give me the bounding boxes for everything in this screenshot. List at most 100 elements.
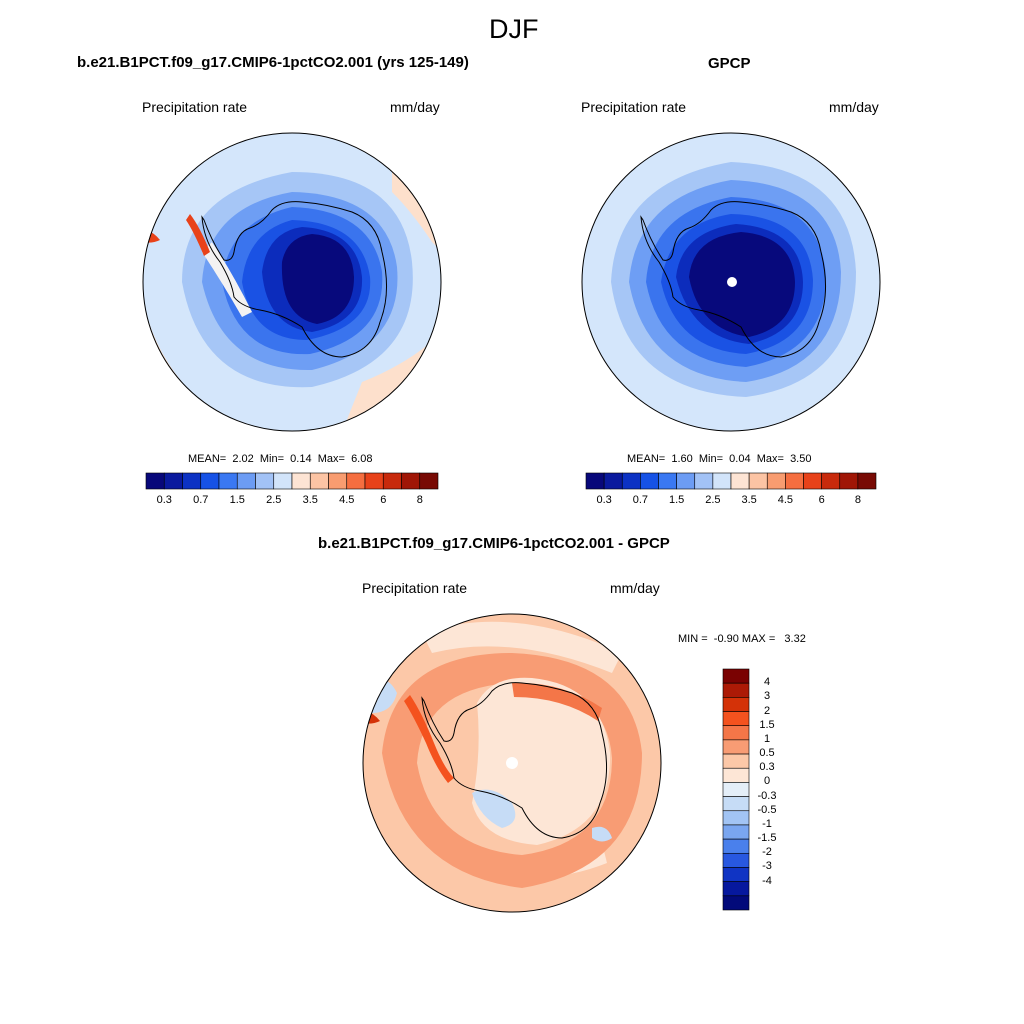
colorbar-tick-label: 2.5 [266, 494, 282, 506]
colorbar-tick-label: -0.5 [757, 803, 777, 816]
colorbar-tick-label: -3 [762, 860, 772, 873]
model-variable-label: Precipitation rate [142, 99, 248, 115]
diff-variable-label: Precipitation rate [362, 580, 468, 596]
diff-max-label: MAX = [741, 633, 776, 645]
obs-mean-value: 1.60 [671, 453, 693, 465]
colorbar-swatch [785, 472, 804, 490]
obs-variable-label: Precipitation rate [581, 99, 687, 115]
diff-panel-title: b.e21.B1PCT.f09_g17.CMIP6-1pctCO2.001 - … [318, 535, 670, 552]
colorbar-swatch [722, 711, 750, 727]
obs-panel-title: GPCP [708, 55, 751, 72]
colorbar-tick-label: 4.5 [339, 494, 355, 506]
colorbar-swatch [722, 810, 750, 826]
model-min-label: Min= [259, 453, 285, 465]
obs-map-boundary [581, 132, 881, 432]
colorbar-swatch [145, 472, 165, 490]
colorbar-swatch [722, 682, 750, 698]
obs-pole-missing-marker [727, 277, 737, 287]
model-colorbar-ticks: 0.3 0.7 1.5 2.5 3.5 4.5 6 8 [146, 494, 438, 508]
colorbar-tick-label: -0.3 [757, 789, 777, 802]
diff-min-label: MIN = [678, 633, 708, 645]
colorbar-tick-label: 0.3 [156, 494, 172, 506]
colorbar-tick-label: -2 [762, 846, 772, 859]
model-stats-line: MEAN= 2.02 Min= 0.14 Max= 6.08 [188, 453, 372, 465]
colorbar-swatch [722, 867, 750, 882]
colorbar-tick-label: -1 [762, 817, 772, 830]
obs-min-label: Min= [698, 453, 724, 465]
colorbar-swatch [585, 472, 605, 490]
model-max-label: Max= [317, 453, 345, 465]
obs-stats-line: MEAN= 1.60 Min= 0.04 Max= 3.50 [627, 453, 811, 465]
diff-map-boundary [362, 613, 662, 913]
colorbar-tick-label: 1.5 [668, 494, 685, 506]
diff-colorbar [722, 668, 750, 911]
obs-units-label: mm/day [829, 99, 879, 115]
obs-mean-label: MEAN= [627, 453, 666, 465]
colorbar-tick-label: 6 [380, 494, 387, 506]
colorbar-tick-label: 3.5 [741, 494, 757, 506]
colorbar-tick-label: 4 [763, 676, 771, 689]
diff-min-value: -0.90 [713, 633, 739, 645]
colorbar-tick-label: 2 [763, 704, 771, 717]
colorbar-swatch [722, 739, 750, 755]
model-max-value: 6.08 [351, 453, 373, 465]
diff-colorbar-ticks: 4 3 2 1.5 1 0.5 0.3 0 -0.3 -0.5 -1 -1.5 -2 -3 -4 [756, 669, 796, 910]
colorbar-swatch [658, 472, 677, 490]
colorbar-tick-label: 0.5 [759, 747, 775, 760]
colorbar-tick-label: 8 [854, 494, 861, 506]
colorbar-tick-label: -1.5 [757, 832, 777, 845]
colorbar-swatch [382, 472, 402, 490]
model-field-peninsula-white [202, 242, 252, 317]
colorbar-swatch [621, 472, 641, 490]
colorbar-swatch [722, 895, 750, 911]
obs-max-label: Max= [756, 453, 784, 465]
colorbar-swatch [640, 472, 659, 490]
model-panel-title: b.e21.B1PCT.f09_g17.CMIP6-1pctCO2.001 (y… [77, 54, 469, 71]
colorbar-tick-label: 4.5 [777, 494, 794, 506]
colorbar-swatch [857, 472, 877, 490]
colorbar-swatch [722, 881, 750, 897]
colorbar-swatch [309, 472, 329, 490]
colorbar-swatch [722, 782, 750, 797]
colorbar-tick-label: -4 [762, 874, 772, 887]
colorbar-swatch [694, 472, 714, 490]
diff-pole-missing-marker [506, 757, 518, 769]
colorbar-tick-label: 3.5 [302, 494, 318, 506]
model-coastline [201, 201, 388, 358]
colorbar-swatch [722, 838, 750, 854]
colorbar-swatch [722, 725, 750, 741]
colorbar-swatch [273, 472, 293, 490]
colorbar-tick-label: 8 [416, 494, 423, 506]
model-map-boundary [142, 132, 442, 432]
obs-min-value: 0.04 [729, 453, 751, 465]
colorbar-tick-label: 6 [818, 494, 825, 506]
colorbar-swatch [676, 472, 696, 490]
colorbar-swatch [163, 472, 183, 490]
diff-max-value: 3.32 [784, 633, 806, 645]
colorbar-swatch [255, 472, 275, 490]
season-title: DJF [489, 14, 539, 44]
colorbar-swatch [364, 472, 384, 490]
obs-field-core [689, 232, 795, 337]
colorbar-swatch [766, 472, 786, 490]
colorbar-swatch [236, 472, 256, 490]
diff-units-label: mm/day [610, 580, 660, 596]
colorbar-tick-label: 0.3 [596, 494, 612, 506]
colorbar-tick-label: 0 [763, 775, 771, 788]
colorbar-tick-label: 3 [763, 690, 771, 703]
colorbar-swatch [722, 697, 750, 712]
colorbar-swatch [748, 472, 768, 490]
colorbar-tick-label: 0.7 [632, 494, 649, 506]
model-mean-label: MEAN= [188, 453, 227, 465]
model-mean-value: 2.02 [232, 453, 254, 465]
obs-max-value: 3.50 [790, 453, 812, 465]
colorbar-swatch [839, 472, 859, 490]
model-colorbar [145, 472, 439, 490]
diff-range-line: MIN = -0.90 MAX = 3.32 [678, 633, 806, 645]
colorbar-swatch [722, 753, 750, 769]
colorbar-tick-label: 1.5 [229, 494, 245, 506]
colorbar-swatch [722, 767, 750, 783]
colorbar-swatch [291, 472, 311, 490]
colorbar-swatch [722, 668, 750, 684]
colorbar-swatch [712, 472, 732, 490]
